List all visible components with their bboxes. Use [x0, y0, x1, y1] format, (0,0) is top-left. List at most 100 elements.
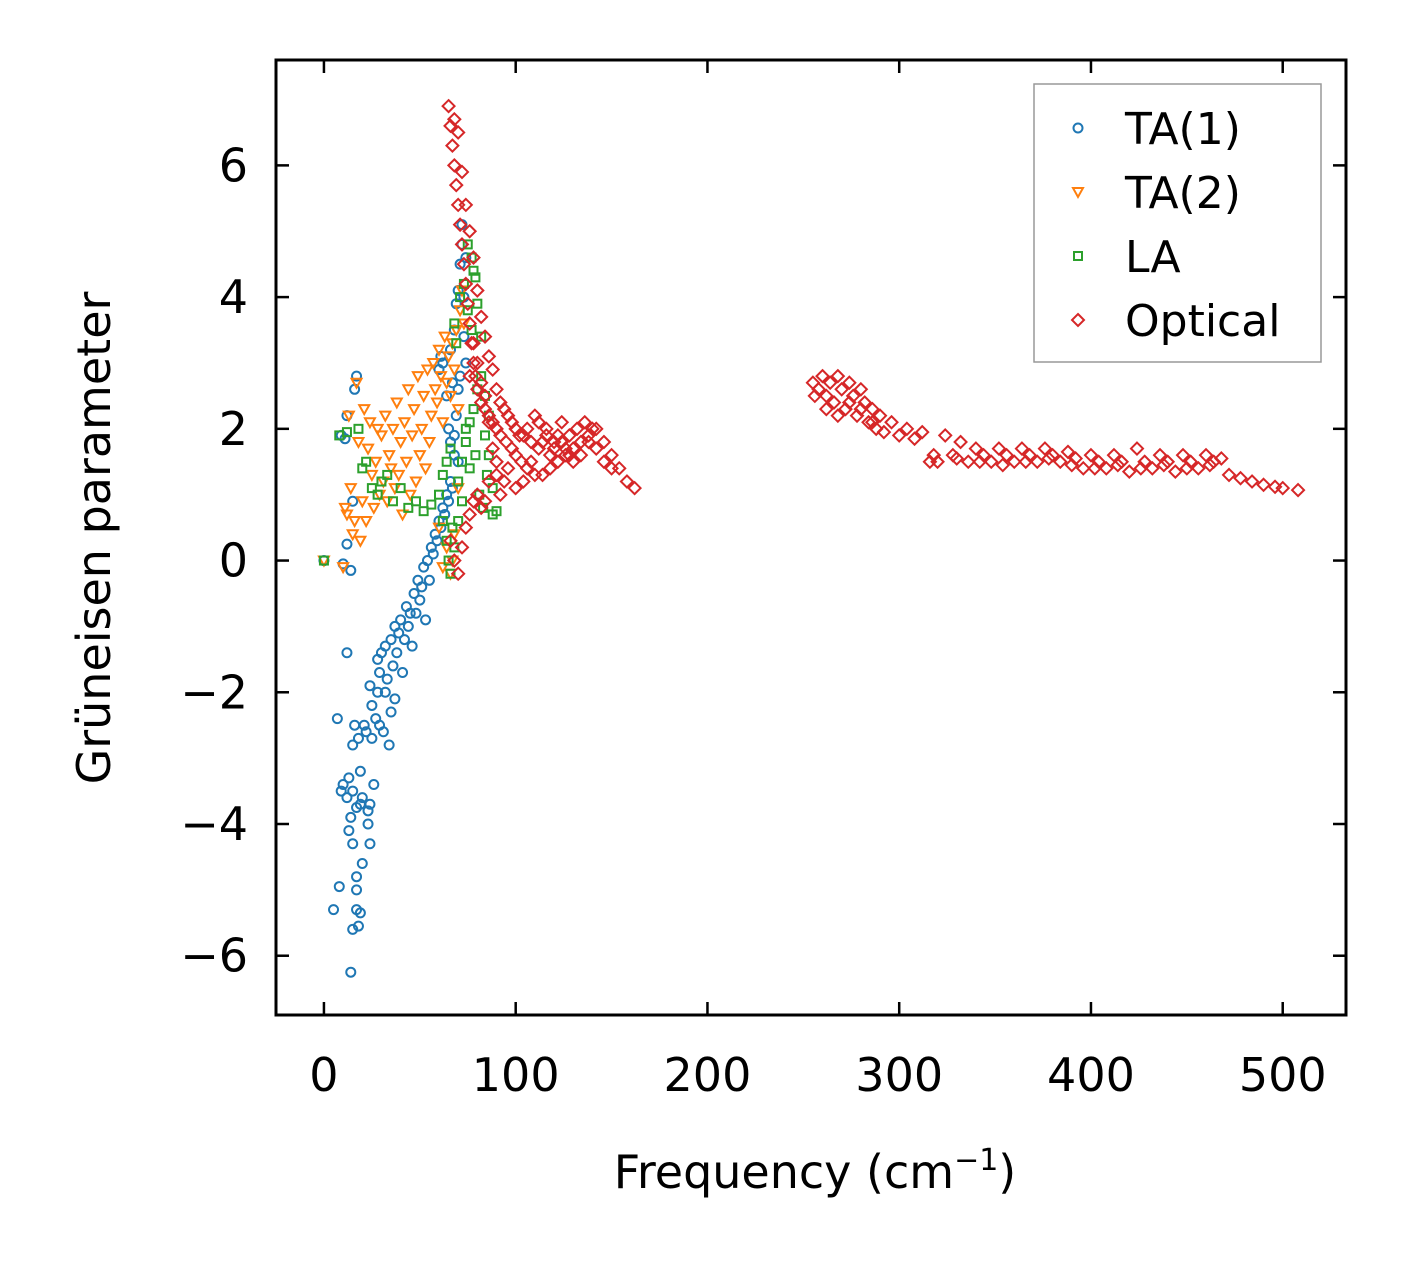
data-point — [437, 516, 448, 527]
data-point — [364, 798, 376, 810]
data-point — [331, 713, 343, 725]
data-point — [368, 778, 380, 790]
data-point — [1068, 451, 1084, 466]
data-point — [359, 516, 373, 529]
data-point — [369, 456, 383, 469]
data-point — [853, 401, 869, 417]
legend-label: TA(2) — [1124, 168, 1241, 219]
data-point — [413, 450, 427, 463]
y-tick-label: 6 — [219, 138, 248, 192]
data-point — [481, 414, 497, 430]
data-point — [341, 792, 353, 804]
data-point — [362, 818, 374, 830]
data-point — [1233, 470, 1248, 486]
data-point — [1098, 460, 1114, 476]
data-point — [1060, 444, 1076, 460]
data-point — [1091, 454, 1107, 470]
data-point — [492, 487, 508, 503]
data-point — [937, 427, 953, 443]
data-point — [341, 538, 353, 550]
data-point — [353, 423, 364, 434]
data-point — [360, 726, 372, 738]
data-point — [449, 318, 460, 329]
data-point — [535, 467, 550, 483]
data-point — [470, 450, 481, 461]
data-point — [363, 417, 377, 430]
data-point — [1018, 454, 1034, 470]
data-point — [356, 858, 368, 870]
data-point — [834, 381, 850, 397]
data-point — [436, 562, 450, 575]
data-point — [318, 555, 329, 566]
data-point — [374, 667, 386, 679]
data-point — [588, 421, 604, 437]
data-point — [347, 785, 359, 797]
data-series — [317, 98, 1306, 978]
data-point — [1190, 460, 1206, 476]
data-point — [432, 344, 446, 357]
data-point — [437, 357, 449, 369]
data-point — [343, 772, 355, 784]
data-point — [550, 454, 566, 470]
data-point — [345, 811, 357, 823]
y-tick-label: 4 — [219, 270, 248, 324]
data-point — [450, 125, 466, 140]
data-point — [403, 489, 417, 502]
data-point — [1110, 457, 1126, 473]
data-point — [358, 719, 370, 731]
data-point — [341, 427, 352, 438]
data-point — [1075, 460, 1091, 476]
data-point — [473, 375, 489, 391]
data-point — [1006, 454, 1022, 470]
data-point — [414, 594, 426, 606]
data-point — [841, 375, 857, 391]
data-point — [554, 414, 570, 430]
data-point — [561, 447, 577, 463]
data-point — [449, 325, 463, 338]
data-point — [443, 495, 455, 507]
data-point — [415, 423, 429, 436]
data-point — [477, 388, 493, 404]
data-point — [405, 430, 419, 443]
data-point — [344, 483, 358, 496]
data-point — [347, 923, 359, 935]
data-point — [439, 377, 454, 390]
data-point — [481, 474, 497, 489]
data-point — [1037, 441, 1053, 457]
data-point — [1167, 464, 1183, 480]
data-point — [523, 434, 539, 450]
data-point — [454, 258, 466, 270]
data-point — [341, 647, 353, 659]
x-tick-label: 400 — [1047, 1048, 1135, 1102]
data-point — [899, 421, 915, 437]
data-point — [443, 533, 458, 549]
data-point — [366, 699, 378, 711]
data-point — [500, 460, 516, 476]
data-point — [476, 331, 487, 342]
data-point — [1221, 467, 1237, 483]
data-point — [457, 456, 468, 467]
data-point — [976, 447, 991, 463]
data-point — [469, 487, 485, 503]
data-point — [468, 265, 479, 276]
data-point — [458, 276, 474, 292]
data-point — [453, 516, 464, 527]
data-point — [387, 660, 399, 672]
data-point — [377, 726, 389, 738]
data-point — [401, 384, 416, 397]
data-point — [446, 111, 462, 127]
data-point — [1052, 454, 1068, 470]
data-point — [355, 496, 369, 509]
data-point — [462, 305, 473, 316]
data-point — [822, 375, 838, 391]
data-point — [538, 421, 554, 437]
data-point — [577, 414, 593, 430]
data-point — [420, 364, 435, 377]
data-point — [383, 739, 395, 751]
data-point — [390, 397, 404, 410]
data-point — [451, 404, 465, 417]
data-point — [385, 634, 397, 646]
data-point — [446, 553, 462, 568]
x-axis-label: Frequency (cm−1) — [614, 1143, 1017, 1199]
data-point — [455, 292, 466, 303]
